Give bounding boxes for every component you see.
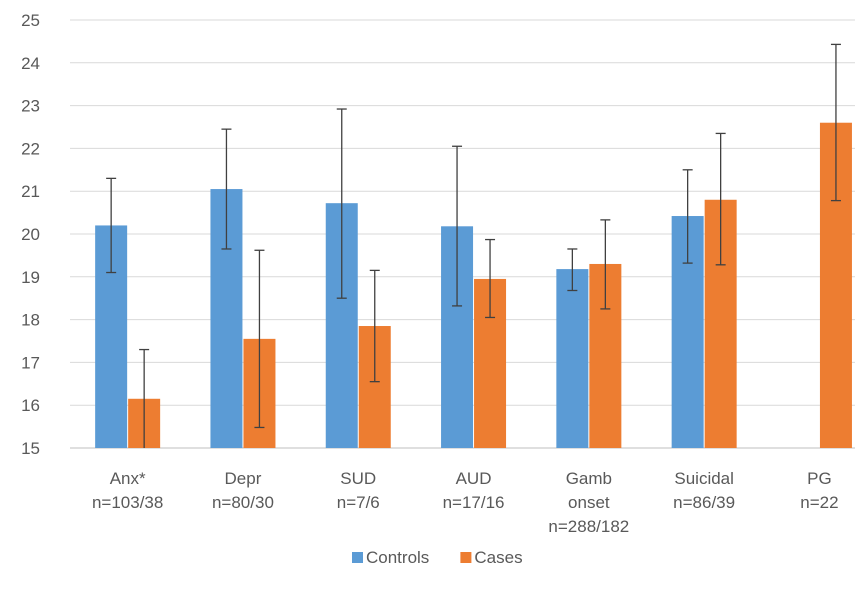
error-bars xyxy=(106,43,841,448)
category-label: n=17/16 xyxy=(443,493,505,512)
y-axis-tick-labels: 15 16 17 18 19 20 21 22 23 24 25 xyxy=(21,11,40,458)
legend: Controls Cases xyxy=(352,548,523,567)
category-label: n=86/39 xyxy=(673,493,735,512)
error-bar-cases xyxy=(254,249,265,429)
error-bar-controls xyxy=(452,145,463,307)
error-bar-controls xyxy=(682,169,693,264)
x-axis-category-labels: Anx* n=103/38 Depr n=80/30 SUD n=7/6 AUD n=17/1… xyxy=(92,469,839,536)
error-bar-controls xyxy=(106,177,117,274)
error-bar-cases xyxy=(600,219,611,310)
category-label: n=288/182 xyxy=(548,517,629,536)
y-tick-label: 20 xyxy=(21,225,40,244)
bars xyxy=(95,122,852,448)
category-label: SUD xyxy=(340,469,376,488)
y-tick-label: 22 xyxy=(21,139,40,158)
y-tick-label: 18 xyxy=(21,311,40,330)
y-tick-label: 15 xyxy=(21,439,40,458)
error-bar-controls xyxy=(221,128,232,250)
y-tick-label: 25 xyxy=(21,11,40,30)
category-label: AUD xyxy=(456,469,492,488)
error-bar-cases xyxy=(715,132,726,266)
error-bar-cases xyxy=(139,348,150,448)
bar-controls xyxy=(556,269,589,448)
y-tick-label: 21 xyxy=(21,182,40,201)
y-tick-label: 17 xyxy=(21,353,40,372)
legend-item-cases: Cases xyxy=(460,548,523,567)
error-bar-cases xyxy=(369,269,380,383)
error-bar-controls xyxy=(567,248,578,292)
y-tick-label: 24 xyxy=(21,54,40,73)
legend-label: Cases xyxy=(474,548,522,567)
category-label: PG xyxy=(807,469,832,488)
y-tick-label: 23 xyxy=(21,97,40,116)
y-tick-label: 19 xyxy=(21,268,40,287)
category-label: n=7/6 xyxy=(337,493,380,512)
legend-swatch-cases xyxy=(460,552,472,563)
error-bar-cases xyxy=(830,43,841,202)
category-label: Gamb xyxy=(566,469,612,488)
error-bar-controls xyxy=(336,108,347,299)
category-label: n=22 xyxy=(800,493,838,512)
category-label: Depr xyxy=(225,469,262,488)
legend-item-controls: Controls xyxy=(352,548,429,567)
legend-label: Controls xyxy=(366,548,429,567)
category-label: Anx* xyxy=(110,469,146,488)
y-tick-label: 16 xyxy=(21,396,40,415)
error-bar-cases xyxy=(485,238,496,319)
category-label: Suicidal xyxy=(674,469,734,488)
legend-swatch-controls xyxy=(352,552,363,563)
category-label: n=103/38 xyxy=(92,493,163,512)
category-label: onset xyxy=(568,493,610,512)
category-label: n=80/30 xyxy=(212,493,274,512)
